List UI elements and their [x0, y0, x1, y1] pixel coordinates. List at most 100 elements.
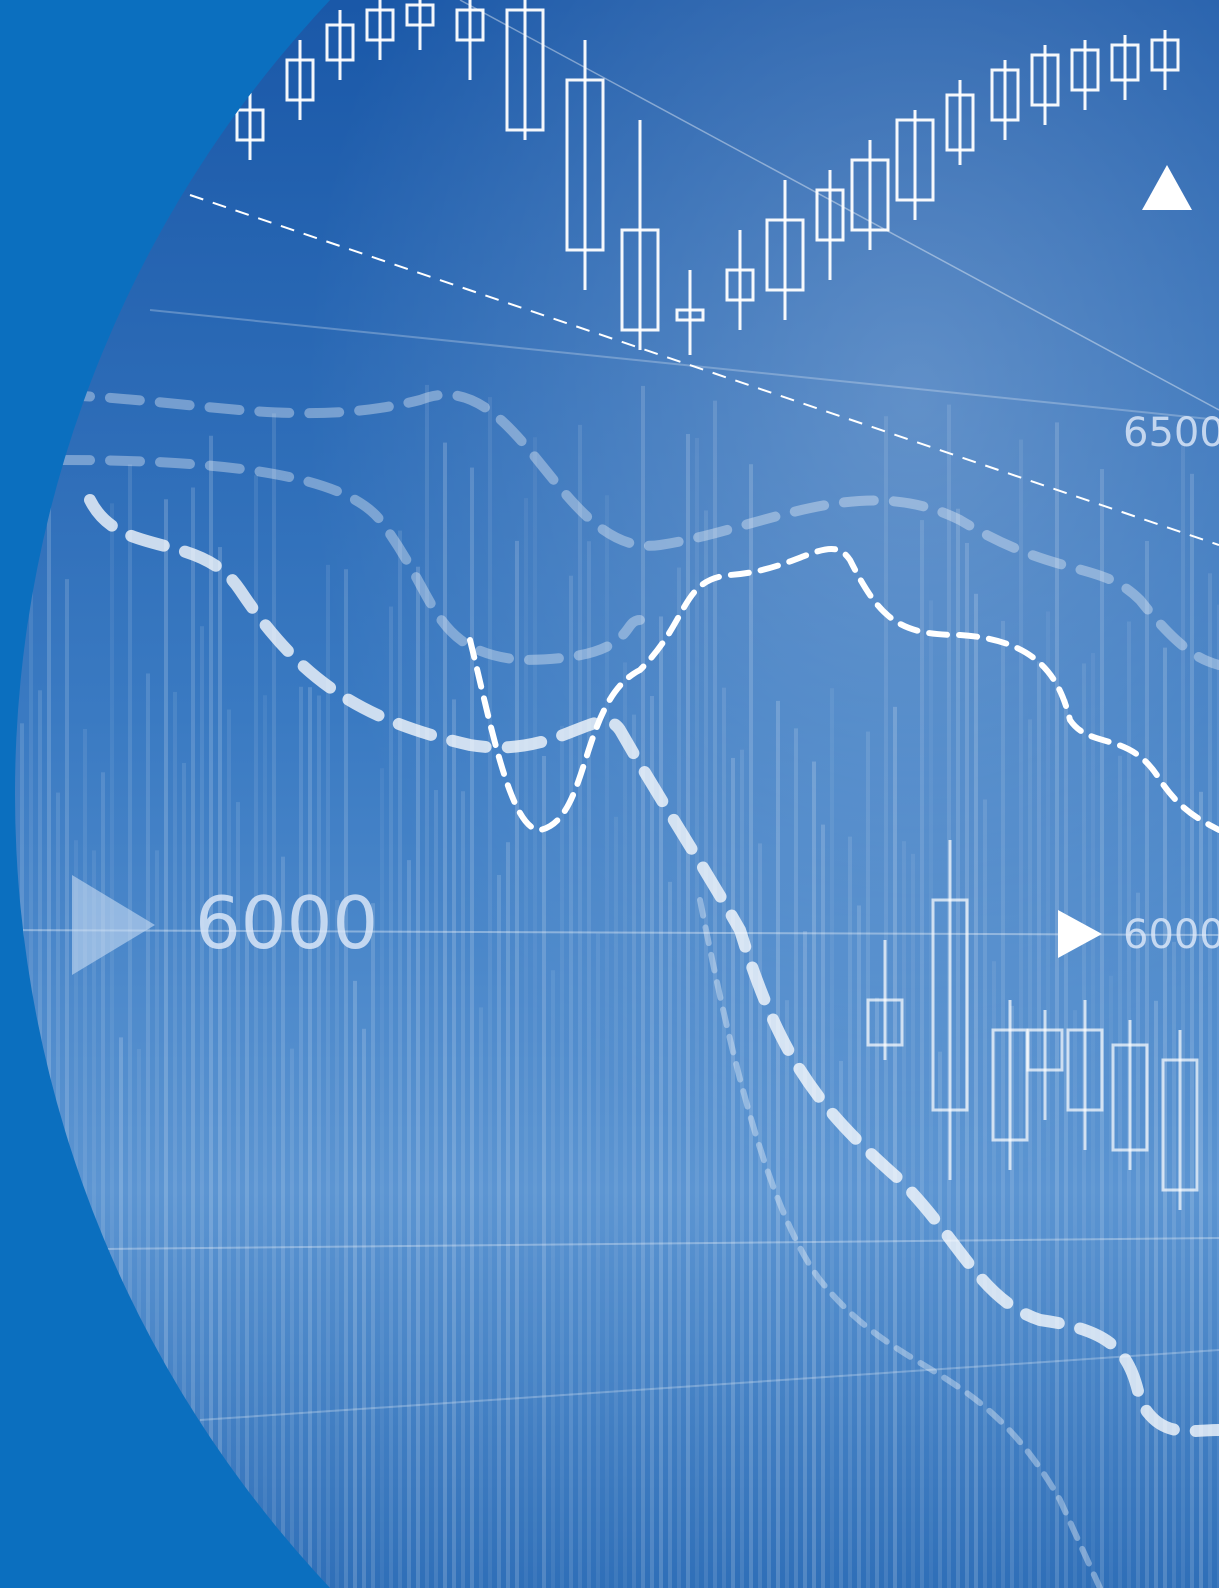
volume-bar	[866, 731, 870, 1588]
volume-bar	[182, 762, 186, 1588]
volume-bar	[1019, 439, 1023, 1588]
volume-bars	[20, 384, 1219, 1588]
volume-bar	[902, 841, 906, 1588]
volume-bar	[452, 699, 456, 1588]
volume-bar	[335, 900, 339, 1588]
volume-bar	[236, 802, 240, 1588]
volume-bar	[317, 695, 321, 1588]
volume-bar	[695, 438, 699, 1588]
candle-body	[325, 23, 355, 62]
volume-bar	[1109, 975, 1113, 1588]
volume-bar	[344, 569, 348, 1588]
volume-bar	[443, 442, 447, 1588]
candle-body	[815, 188, 845, 242]
volume-bar	[1163, 647, 1167, 1588]
candle-body	[405, 3, 435, 27]
volume-bar	[101, 772, 105, 1588]
volume-bar	[407, 860, 411, 1588]
volume-bar	[938, 1051, 942, 1588]
candle-body	[850, 158, 890, 232]
volume-bar	[560, 725, 564, 1588]
volume-bar	[722, 687, 726, 1588]
volume-bar	[1136, 892, 1140, 1588]
volume-bar	[110, 503, 114, 1588]
grid-lines	[15, 0, 1219, 1421]
volume-bar	[371, 903, 375, 1588]
volume-bar	[398, 530, 402, 1588]
candle-body	[1066, 1028, 1104, 1112]
volume-bar	[767, 1014, 771, 1588]
volume-bar	[893, 706, 897, 1588]
volume-bar	[137, 1048, 141, 1588]
volume-bar	[911, 853, 915, 1588]
volume-bar	[848, 836, 852, 1588]
volume-bar	[713, 400, 717, 1588]
volume-bar	[650, 695, 654, 1588]
volume-bar	[1199, 791, 1203, 1588]
volume-bar	[974, 593, 978, 1588]
volume-bar	[731, 757, 735, 1588]
volume-bar	[704, 510, 708, 1588]
candle-body	[1026, 1028, 1064, 1072]
candle-body	[1161, 1058, 1199, 1192]
volume-bar	[794, 728, 798, 1588]
volume-bar	[200, 626, 204, 1588]
volume-bar	[227, 709, 231, 1588]
candle-body	[1110, 43, 1140, 82]
candlesticks	[235, 0, 1199, 1210]
dashed-curve	[84, 494, 1219, 1438]
volume-bar	[488, 397, 492, 1588]
volume-bar	[47, 434, 51, 1588]
volume-bar	[380, 768, 384, 1588]
volume-bar	[1073, 1010, 1077, 1588]
volume-bar	[992, 961, 996, 1588]
volume-bar	[164, 499, 168, 1588]
volume-bar	[605, 495, 609, 1588]
candle-body	[895, 118, 935, 202]
volume-bar	[569, 575, 573, 1588]
level-label: 6500	[1123, 410, 1219, 456]
volume-bar	[614, 816, 618, 1588]
volume-bar	[155, 850, 159, 1588]
volume-bar	[38, 690, 42, 1588]
volume-bar	[65, 579, 69, 1588]
volume-bar	[128, 464, 132, 1588]
volume-bar	[632, 714, 636, 1588]
volume-bar	[758, 843, 762, 1588]
volume-bar	[281, 856, 285, 1588]
volume-bar	[425, 384, 429, 1588]
volume-bar	[929, 600, 933, 1588]
level-arrow	[72, 875, 155, 975]
volume-bar	[191, 487, 195, 1588]
volume-bar	[1154, 1000, 1158, 1588]
volume-bar	[1190, 473, 1194, 1588]
volume-bar	[290, 1048, 294, 1588]
volume-bar	[497, 874, 501, 1588]
volume-bar	[1055, 422, 1059, 1588]
volume-bar	[308, 687, 312, 1588]
level-arrow	[1058, 910, 1102, 958]
volume-bar	[740, 749, 744, 1588]
candle-body	[620, 228, 660, 332]
volume-bar	[299, 686, 303, 1588]
level-label: 6000	[195, 881, 378, 965]
candle-body	[675, 308, 705, 322]
level-markers: 6000 6000 6500	[72, 165, 1219, 975]
volume-bar	[623, 662, 627, 1588]
volume-bar	[146, 673, 150, 1588]
grid-line	[15, 1237, 1219, 1251]
volume-bar	[83, 728, 87, 1588]
volume-bar	[524, 498, 528, 1588]
volume-bar	[479, 1007, 483, 1588]
candle-body	[1111, 1043, 1149, 1152]
level-label: 6000	[1123, 912, 1219, 958]
volume-bar	[578, 424, 582, 1588]
volume-bar	[362, 1028, 366, 1588]
candle-body	[1030, 53, 1060, 107]
volume-bar	[812, 761, 816, 1588]
dashed-curve	[697, 897, 1103, 1588]
candle-body	[235, 108, 265, 142]
volume-bar	[353, 980, 357, 1588]
volume-bar	[803, 931, 807, 1588]
